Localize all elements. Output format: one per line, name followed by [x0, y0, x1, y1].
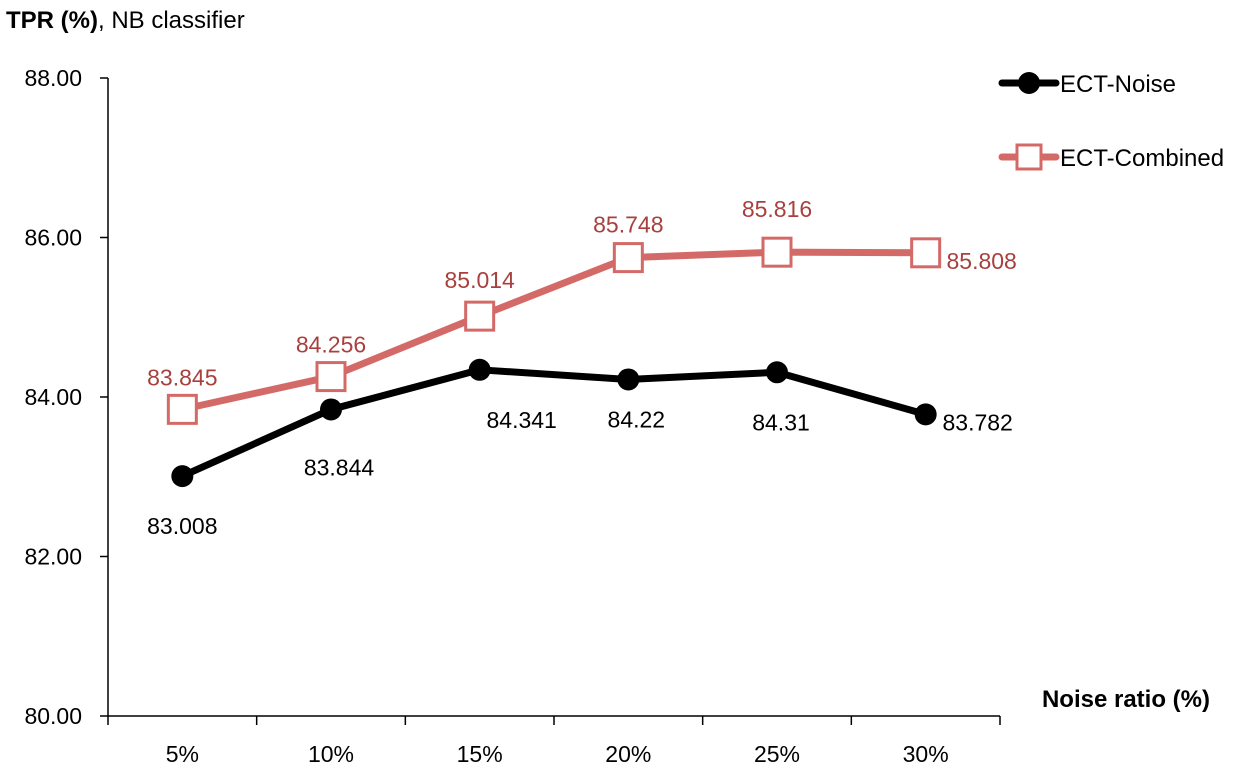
- data-label: 83.008: [147, 513, 217, 539]
- data-label: 84.31: [752, 409, 810, 435]
- data-label: 83.782: [942, 409, 1012, 435]
- data-point: [171, 465, 194, 488]
- x-tick-label: 5%: [166, 741, 199, 767]
- data-label: 84.341: [486, 407, 556, 433]
- data-labels: 83.845 84.256 85.014 85.748 85.816 85.808 83.0…: [147, 196, 1017, 539]
- chart-title: TPR (%), NB classifier: [6, 7, 245, 34]
- data-point: [766, 361, 788, 384]
- y-tick-label: 82.00: [24, 544, 82, 570]
- data-label: 85.748: [593, 212, 663, 238]
- data-label: 85.014: [444, 267, 515, 293]
- data-label: 84.22: [608, 406, 666, 432]
- data-point: [468, 358, 491, 381]
- legend-marker: [1018, 72, 1040, 94]
- x-tick-label: 10%: [308, 741, 354, 767]
- legend: ECT-Noise ECT-Combined: [998, 71, 1224, 172]
- chart-title-bold: TPR (%): [6, 7, 98, 34]
- series-line-ect-combined: [178, 248, 930, 413]
- y-tick-label: 86.00: [24, 225, 82, 251]
- data-label: 83.845: [147, 364, 217, 390]
- y-tick-label: 88.00: [24, 65, 82, 91]
- data-label: 85.808: [946, 248, 1016, 274]
- data-point: [761, 236, 793, 268]
- y-tick-label: 84.00: [24, 384, 82, 410]
- legend-label: ECT-Combined: [1060, 145, 1224, 172]
- chart-title-rest: , NB classifier: [98, 7, 245, 34]
- axes: 80.00 82.00 84.00 86.00 88.00 5% 10% 15% 20% 25% 3…: [24, 65, 1001, 767]
- data-label: 83.844: [304, 454, 375, 480]
- x-tick-label: 30%: [903, 741, 949, 767]
- data-point: [315, 361, 347, 393]
- x-tick-label: 25%: [754, 741, 800, 767]
- series-line-ect-noise: [178, 366, 930, 480]
- x-tick-label: 20%: [605, 741, 651, 767]
- data-point: [617, 368, 640, 391]
- series-layer: [166, 236, 942, 488]
- x-tick-label: 15%: [457, 741, 503, 767]
- data-point: [166, 393, 198, 425]
- x-axis-label: Noise ratio (%): [1042, 686, 1210, 713]
- data-label: 84.256: [296, 332, 366, 358]
- data-point: [612, 242, 644, 274]
- data-point: [910, 237, 942, 269]
- data-point: [914, 403, 937, 426]
- data-point: [320, 398, 342, 421]
- data-label: 85.816: [742, 196, 812, 222]
- legend-label: ECT-Noise: [1060, 71, 1176, 98]
- legend-marker: [1015, 143, 1043, 171]
- y-tick-label: 80.00: [24, 703, 82, 729]
- data-point: [464, 300, 496, 332]
